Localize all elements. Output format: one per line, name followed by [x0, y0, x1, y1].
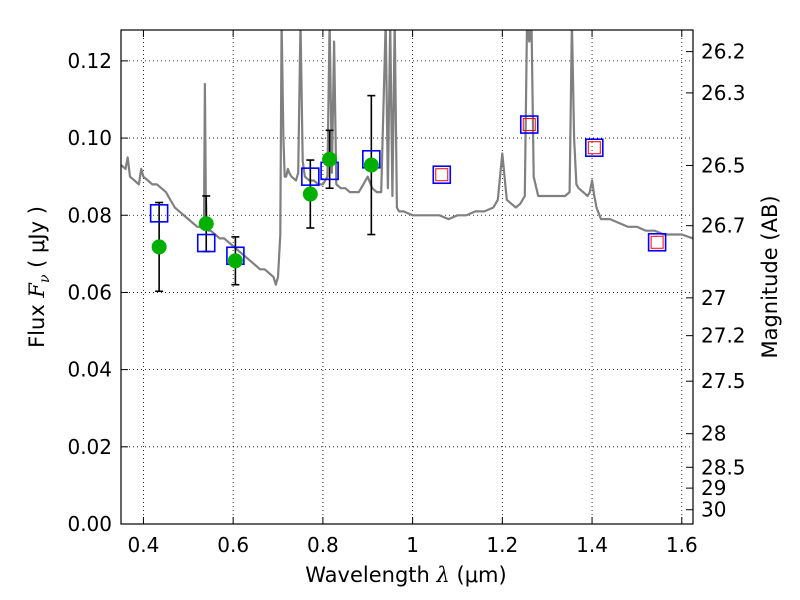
magnitude-tick-label: 27.5	[701, 369, 746, 393]
magnitude-tick-label: 26.2	[701, 40, 746, 64]
observed-point	[151, 239, 167, 255]
model-spectrum-line	[121, 30, 693, 286]
magnitude-tick-label: 27	[701, 286, 726, 310]
axis-ticks	[121, 30, 693, 525]
observed-points	[151, 151, 379, 269]
y-tick-label: 0.00	[67, 512, 112, 536]
observed-point	[363, 157, 379, 173]
y2-axis-label: Magnitude (AB)	[758, 195, 782, 358]
y-tick-label: 0.08	[67, 203, 112, 227]
magnitude-tick-label: 27.2	[701, 324, 746, 348]
x-tick-labels: 0.4 0.6 0.8 1 1.2 1.4 1.6	[128, 533, 698, 557]
model-spectrum	[121, 30, 693, 286]
x-tick-label: 0.8	[307, 533, 339, 557]
model-photometry-inner-square	[587, 141, 601, 155]
y-tick-labels: 0.00 0.02 0.04 0.06 0.08 0.10 0.12	[67, 49, 112, 536]
model-photometry	[149, 115, 667, 266]
observed-point	[322, 151, 338, 167]
observed-point	[227, 253, 243, 269]
x-tick-label: 1.6	[666, 533, 698, 557]
observed-errorbars	[155, 94, 376, 293]
x-tick-label: 0.4	[128, 533, 160, 557]
y-tick-label: 0.10	[67, 126, 112, 150]
grid-lines	[121, 30, 693, 525]
model-photometry-square	[149, 204, 169, 223]
model-photometry-square	[519, 115, 539, 134]
observed-point	[302, 186, 318, 202]
observed-point	[198, 216, 214, 232]
x-tick-label: 1.2	[486, 533, 518, 557]
y-tick-label: 0.04	[67, 358, 112, 382]
magnitude-tick-label: 29	[701, 476, 726, 500]
model-photometry-square	[647, 232, 667, 252]
model-photometry-inner-square	[650, 235, 664, 249]
magnitude-tick-label: 28	[701, 422, 726, 446]
x-tick-label: 1.4	[576, 533, 608, 557]
magnitude-tick-label: 26.3	[701, 81, 746, 105]
model-photometry-square	[585, 138, 604, 158]
y-tick-label: 0.12	[67, 49, 112, 73]
y-tick-label: 0.06	[67, 280, 112, 304]
plot-frame	[120, 29, 694, 525]
y-tick-label: 0.02	[67, 435, 112, 459]
y-axis-label: Flux Fν ( μJy )	[25, 206, 53, 348]
model-photometry-inner-square	[522, 118, 536, 132]
x-tick-label: 0.6	[217, 533, 249, 557]
x-tick-label: 1	[406, 533, 419, 557]
magnitude-tick-label: 26.5	[701, 153, 746, 177]
magnitude-tick-label: 30	[701, 498, 726, 522]
model-photometry-square	[301, 167, 320, 186]
magnitude-tick-label: 26.7	[701, 214, 746, 238]
model-photometry-inner-square	[435, 168, 449, 182]
x-axis-label: Wavelength λ (μm)	[305, 563, 506, 587]
magnitude-tick-label: 28.5	[701, 455, 746, 479]
model-photometry-square	[432, 165, 452, 185]
model-photometry-square	[196, 233, 216, 253]
